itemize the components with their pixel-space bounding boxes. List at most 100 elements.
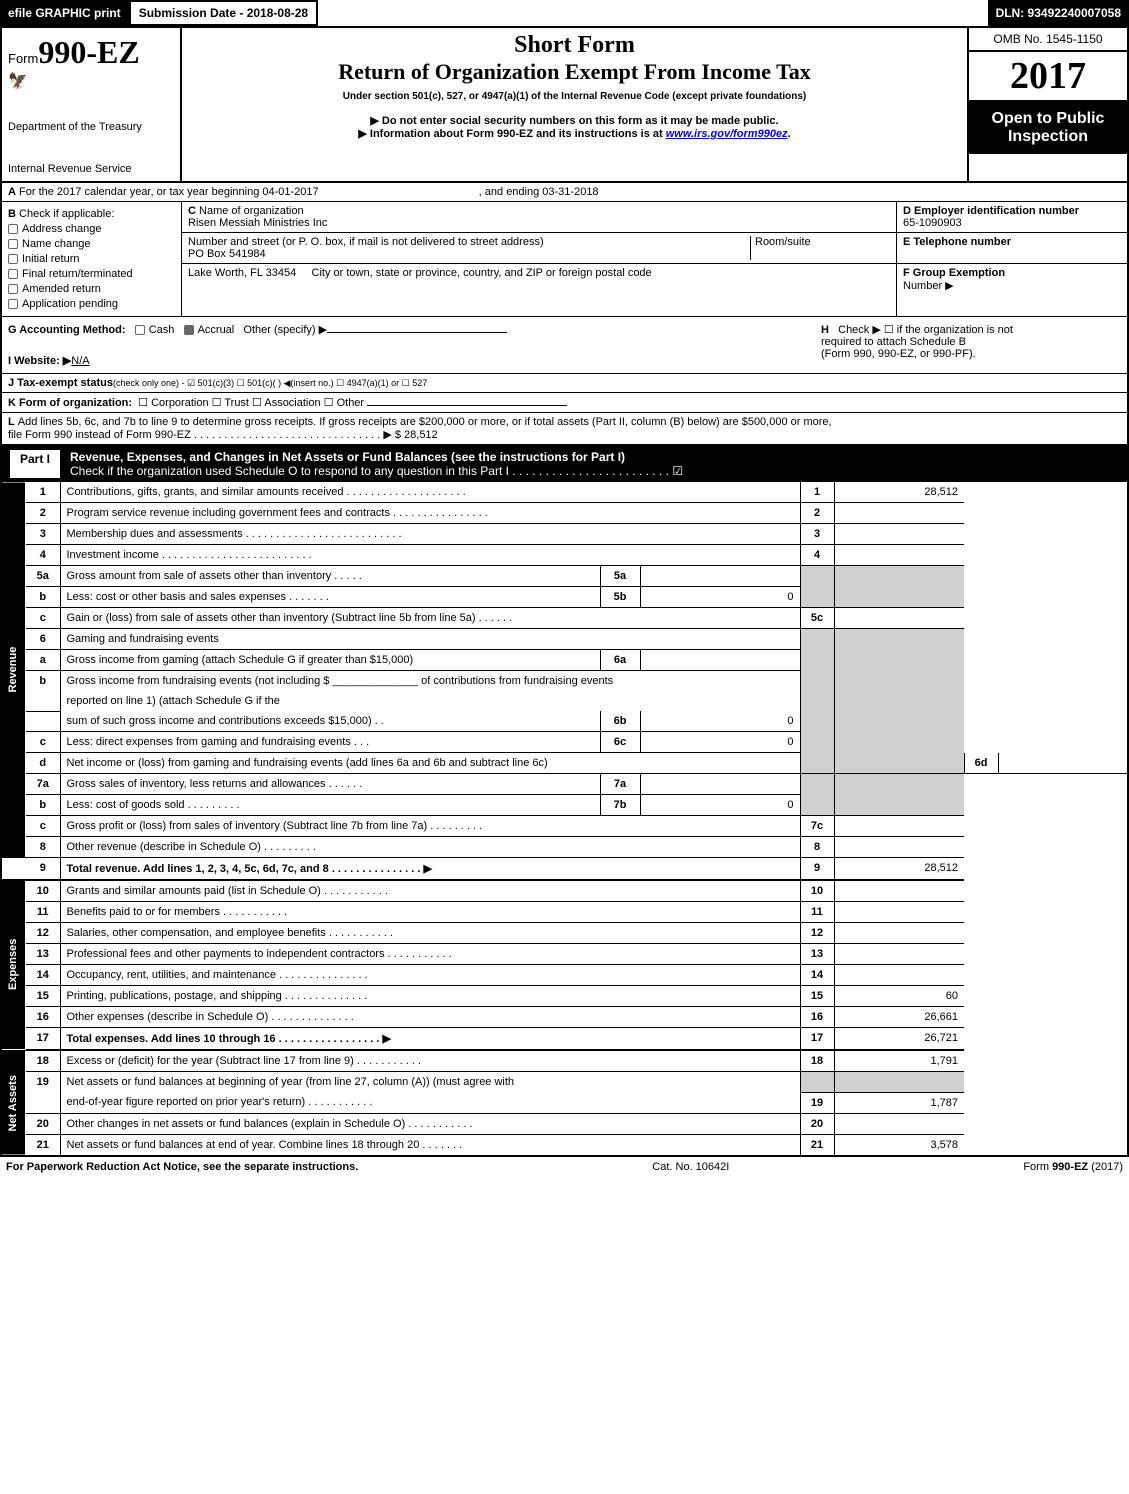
ln-7b: b xyxy=(26,795,60,816)
section-b-text: Check if applicable: xyxy=(19,208,114,220)
box-13: 13 xyxy=(800,944,834,965)
part1-check: Check if the organization used Schedule … xyxy=(70,464,683,478)
desc-3: Membership dues and assessments . . . . … xyxy=(60,524,800,545)
val-4 xyxy=(834,545,964,566)
j-label: J Tax-exempt status xyxy=(8,377,113,389)
val-17: 26,721 xyxy=(834,1028,964,1051)
desc-21: Net assets or fund balances at end of ye… xyxy=(60,1134,800,1156)
h-text3: (Form 990, 990-EZ, or 990-PF). xyxy=(821,348,976,360)
desc-1: Contributions, gifts, grants, and simila… xyxy=(60,482,800,503)
val-16: 26,661 xyxy=(834,1007,964,1028)
open-public-2: Inspection xyxy=(977,128,1119,146)
part1-label: Part I xyxy=(10,450,60,478)
chk-cash[interactable] xyxy=(135,325,145,335)
ln-17: 17 xyxy=(26,1028,60,1051)
desc-14: Occupancy, rent, utilities, and maintena… xyxy=(60,965,800,986)
subval-7b: 0 xyxy=(640,795,800,816)
chk-address[interactable] xyxy=(8,224,18,234)
box-17: 17 xyxy=(800,1028,834,1051)
desc-5c: Gain or (loss) from sale of assets other… xyxy=(60,608,800,629)
subval-5a xyxy=(640,566,800,587)
section-b-label: B xyxy=(8,208,16,220)
k-label: K Form of organization: xyxy=(8,397,132,409)
chk-initial[interactable] xyxy=(8,254,18,264)
chk-amended[interactable] xyxy=(8,284,18,294)
val-13 xyxy=(834,944,964,965)
h-text: Check ▶ ☐ if the organization is not xyxy=(838,324,1013,336)
short-form-title: Short Form xyxy=(186,32,963,59)
desc-19: Net assets or fund balances at beginning… xyxy=(60,1072,800,1093)
l-text: Add lines 5b, 6c, and 7b to line 9 to de… xyxy=(18,416,832,428)
box-18: 18 xyxy=(800,1050,834,1072)
subval-6b: 0 xyxy=(640,711,800,732)
desc-4: Investment income . . . . . . . . . . . … xyxy=(60,545,800,566)
chk-pending[interactable] xyxy=(8,299,18,309)
ln-16: 16 xyxy=(26,1007,60,1028)
desc-11: Benefits paid to or for members . . . . … xyxy=(60,902,800,923)
return-title: Return of Organization Exempt From Incom… xyxy=(186,59,963,85)
val-20 xyxy=(834,1113,964,1134)
ln-11: 11 xyxy=(26,902,60,923)
desc-12: Salaries, other compensation, and employ… xyxy=(60,923,800,944)
lbl-name: Name change xyxy=(22,238,91,250)
ln-18: 18 xyxy=(26,1050,60,1072)
chk-name[interactable] xyxy=(8,239,18,249)
desc-9: Total revenue. Add lines 1, 2, 3, 4, 5c,… xyxy=(67,863,432,875)
desc-6b-pre: Gross income from fundraising events (no… xyxy=(60,671,800,692)
box-15: 15 xyxy=(800,986,834,1007)
val-15: 60 xyxy=(834,986,964,1007)
ln-20: 20 xyxy=(26,1113,60,1134)
dept-irs: Internal Revenue Service xyxy=(8,163,174,175)
desc-13: Professional fees and other payments to … xyxy=(60,944,800,965)
ln-6b xyxy=(26,711,60,732)
desc-7a: Gross sales of inventory, less returns a… xyxy=(60,774,600,795)
l-label: L xyxy=(8,416,15,428)
chk-final[interactable] xyxy=(8,269,18,279)
chk-accrual[interactable] xyxy=(184,325,194,335)
ln-10: 10 xyxy=(26,880,60,902)
ln-7a: 7a xyxy=(26,774,60,795)
ln-5b: b xyxy=(26,587,60,608)
website-value: N/A xyxy=(71,355,89,367)
desc-17: Total expenses. Add lines 10 through 16 … xyxy=(67,1033,391,1045)
desc-16: Other expenses (describe in Schedule O) … xyxy=(60,1007,800,1028)
ln-5c: c xyxy=(26,608,60,629)
val-18: 1,791 xyxy=(834,1050,964,1072)
section-a-label: A xyxy=(8,186,16,198)
subval-6a xyxy=(640,650,800,671)
desc-7c: Gross profit or (loss) from sales of inv… xyxy=(60,816,800,837)
sub-7b: 7b xyxy=(600,795,640,816)
box-11: 11 xyxy=(800,902,834,923)
sub-5a: 5a xyxy=(600,566,640,587)
side-expenses: Expenses xyxy=(1,880,26,1050)
box-7c: 7c xyxy=(800,816,834,837)
g-other: Other (specify) ▶ xyxy=(243,324,327,336)
tax-year: 2017 xyxy=(969,52,1127,102)
box-9: 9 xyxy=(800,858,834,881)
desc-6a: Gross income from gaming (attach Schedul… xyxy=(60,650,600,671)
ln-19: 19 xyxy=(26,1072,60,1114)
desc-15: Printing, publications, postage, and shi… xyxy=(60,986,800,1007)
val-8 xyxy=(834,837,964,858)
open-public-1: Open to Public xyxy=(977,110,1119,128)
side-net: Net Assets xyxy=(1,1050,26,1156)
footer-right: Form 990-EZ (2017) xyxy=(1023,1161,1123,1173)
l-text2: file Form 990 instead of Form 990-EZ . .… xyxy=(8,429,438,441)
desc-6b-pre2: reported on line 1) (attach Schedule G i… xyxy=(60,691,800,711)
org-street: PO Box 541984 xyxy=(188,248,266,260)
submission-date: Submission Date - 2018-08-28 xyxy=(129,0,318,26)
val-11 xyxy=(834,902,964,923)
box-3: 3 xyxy=(800,524,834,545)
box-14: 14 xyxy=(800,965,834,986)
box-12: 12 xyxy=(800,923,834,944)
ln-1: 1 xyxy=(26,482,60,503)
ln-13: 13 xyxy=(26,944,60,965)
val-10 xyxy=(834,880,964,902)
irs-link[interactable]: www.irs.gov/form990ez xyxy=(666,128,788,140)
sub-6b: 6b xyxy=(600,711,640,732)
footer-mid: Cat. No. 10642I xyxy=(652,1161,729,1173)
val-5c xyxy=(834,608,964,629)
info-text: ▶ Information about Form 990-EZ and its … xyxy=(186,127,963,140)
part1-title: Revenue, Expenses, and Changes in Net As… xyxy=(70,450,625,464)
box-5c: 5c xyxy=(800,608,834,629)
